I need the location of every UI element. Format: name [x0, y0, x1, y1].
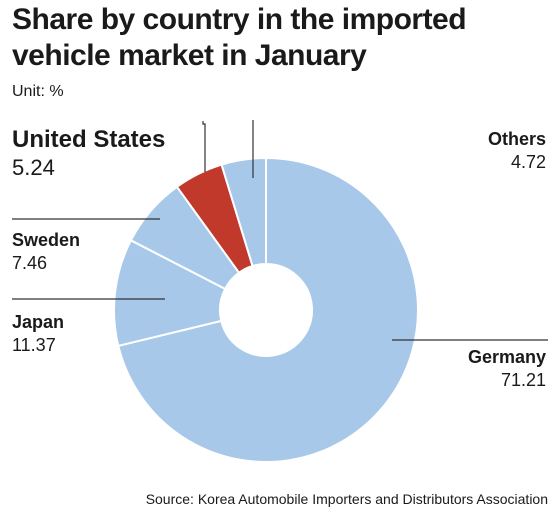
slice-others: [220, 156, 267, 268]
leader-line-united-states: [202, 121, 206, 172]
chart-title: Share by country in the imported vehicle…: [12, 3, 467, 72]
label-others-name: Others: [487, 129, 546, 149]
label-sweden-name: Sweden: [12, 230, 81, 250]
label-others: Others 4.72: [488, 128, 546, 174]
label-united-states-name: United States: [12, 126, 166, 153]
label-japan-value: 11.37: [12, 335, 56, 355]
slice-germany: [117, 156, 419, 463]
label-germany-name: Germany: [467, 347, 546, 367]
unit-label: Unit: %: [12, 83, 64, 100]
label-sweden-value: 7.46: [12, 253, 48, 273]
slice-japan: [113, 238, 227, 348]
source-note: Source: Korea Automobile Importers and D…: [145, 491, 548, 507]
leader-lines: [12, 120, 548, 341]
label-germany-value: 71.21: [500, 370, 546, 390]
label-united-states-value: 5.24: [12, 155, 55, 180]
label-japan-name: Japan: [12, 312, 65, 332]
label-germany: Germany 71.21: [468, 346, 546, 392]
slices-group: [113, 156, 419, 463]
label-sweden: Sweden 7.46: [12, 229, 80, 275]
label-united-states: United States 5.24: [12, 126, 165, 182]
label-others-value: 4.72: [510, 152, 546, 172]
label-japan: Japan 11.37: [12, 311, 64, 357]
